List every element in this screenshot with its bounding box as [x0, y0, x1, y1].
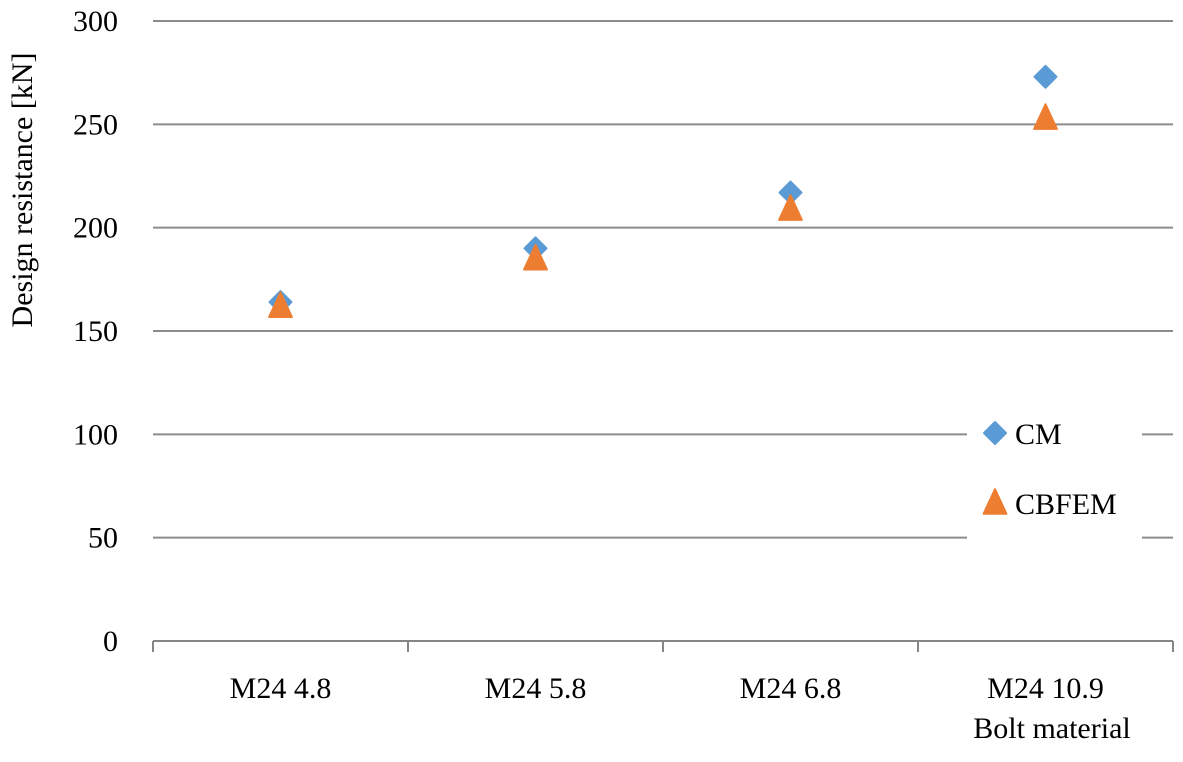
y-tick-label: 200 [73, 212, 118, 245]
cm-point [1033, 64, 1058, 89]
x-tick-label: M24 10.9 [987, 672, 1104, 705]
legend-cm-marker [983, 421, 1007, 445]
y-tick-label: 300 [73, 5, 118, 38]
cbfem-point [778, 194, 803, 221]
y-tick-label: 0 [103, 625, 118, 658]
y-axis-label: Design resistance [kN] [6, 53, 39, 328]
legend-cm-label: CM [1015, 418, 1062, 451]
y-tick-label: 250 [73, 108, 118, 141]
x-tick-label: M24 4.8 [230, 672, 332, 705]
cbfem-point [1033, 103, 1058, 130]
x-tick-label: M24 5.8 [485, 672, 587, 705]
legend-cbfem-marker [982, 488, 1008, 515]
legend: CM CBFEM [967, 412, 1142, 540]
y-tick-label: 100 [73, 418, 118, 451]
x-axis-label: Bolt material [973, 712, 1130, 745]
x-tick-label: M24 6.8 [740, 672, 842, 705]
legend-cbfem-label: CBFEM [1015, 488, 1117, 521]
y-tick-label: 150 [73, 315, 118, 348]
cbfem-point [268, 291, 293, 318]
y-tick-label: 50 [88, 522, 118, 555]
cbfem-point [523, 243, 548, 271]
